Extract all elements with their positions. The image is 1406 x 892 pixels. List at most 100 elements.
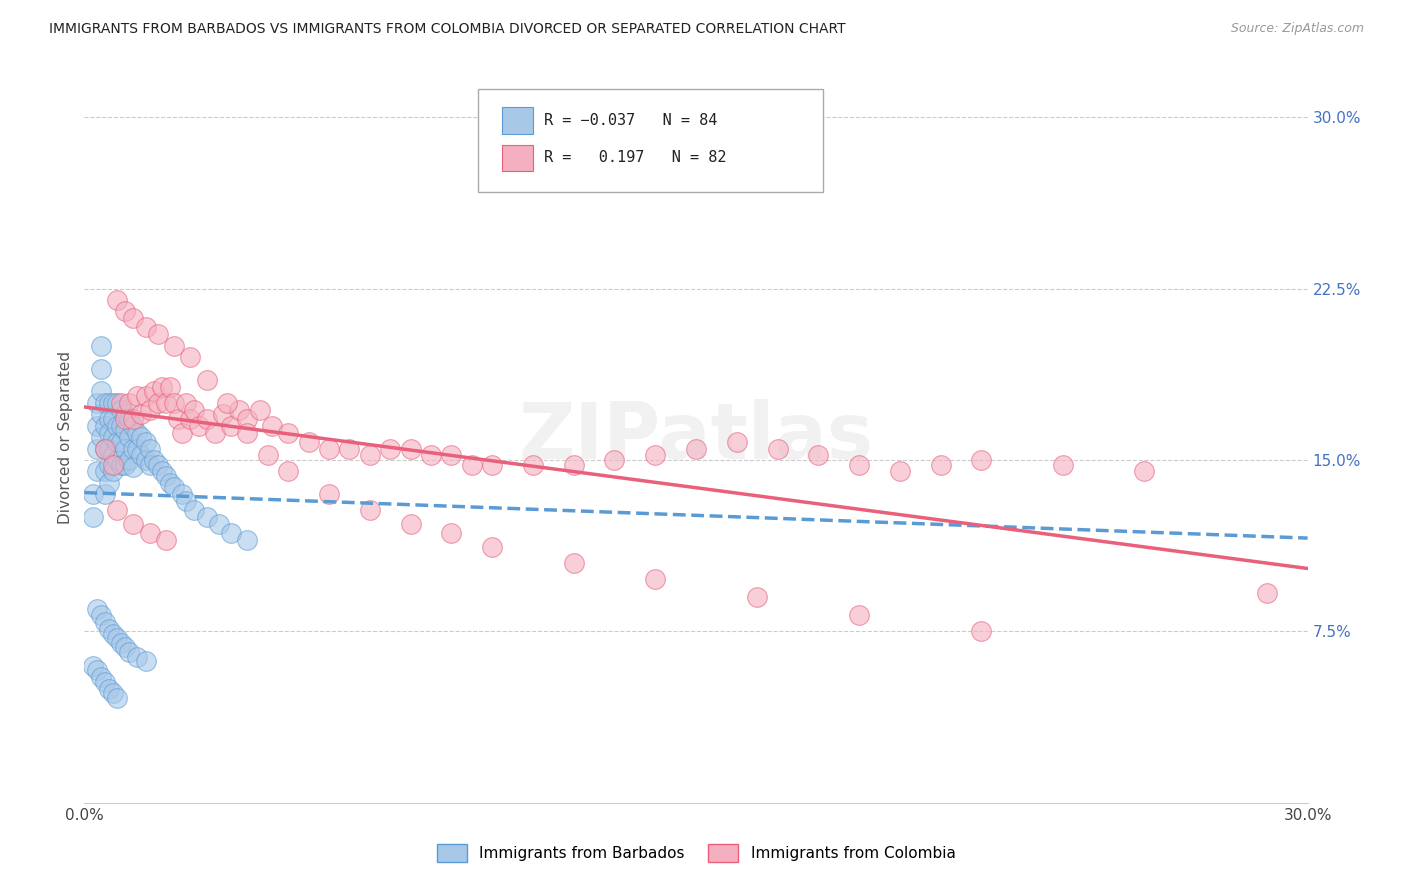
Point bbox=[179, 350, 201, 364]
Point bbox=[114, 304, 136, 318]
Point bbox=[318, 487, 340, 501]
Point bbox=[807, 449, 830, 463]
Point bbox=[118, 453, 141, 467]
Point bbox=[122, 442, 145, 456]
Point bbox=[179, 412, 201, 426]
Point bbox=[138, 442, 160, 456]
Point bbox=[183, 402, 205, 417]
Point bbox=[195, 373, 218, 387]
Point bbox=[228, 402, 250, 417]
Point bbox=[118, 412, 141, 426]
Point bbox=[1133, 464, 1156, 478]
Point bbox=[172, 487, 194, 501]
Point bbox=[82, 658, 104, 673]
Point bbox=[131, 407, 153, 421]
Point bbox=[114, 458, 136, 472]
Point bbox=[122, 412, 145, 426]
Point bbox=[174, 396, 197, 410]
Point bbox=[163, 480, 186, 494]
Point bbox=[174, 494, 197, 508]
Text: Source: ZipAtlas.com: Source: ZipAtlas.com bbox=[1230, 22, 1364, 36]
Point bbox=[93, 418, 115, 433]
Point bbox=[260, 418, 283, 433]
Point bbox=[105, 453, 128, 467]
Point bbox=[135, 654, 157, 668]
Point bbox=[399, 516, 422, 531]
Point bbox=[163, 396, 186, 410]
Point bbox=[101, 430, 124, 444]
Point bbox=[204, 425, 226, 440]
Point bbox=[766, 442, 789, 456]
Y-axis label: Divorced or Separated: Divorced or Separated bbox=[58, 351, 73, 524]
Point bbox=[481, 458, 503, 472]
Point bbox=[114, 412, 136, 426]
Point bbox=[236, 533, 259, 547]
Point bbox=[359, 449, 381, 463]
Point bbox=[150, 464, 173, 478]
Point bbox=[219, 526, 242, 541]
Point bbox=[848, 608, 870, 623]
Point bbox=[122, 311, 145, 326]
Point bbox=[101, 449, 124, 463]
Point bbox=[159, 380, 181, 394]
Point bbox=[110, 402, 132, 417]
Point bbox=[172, 425, 194, 440]
Point bbox=[236, 412, 259, 426]
Point bbox=[159, 475, 181, 490]
Text: R =   0.197   N = 82: R = 0.197 N = 82 bbox=[544, 151, 727, 165]
Point bbox=[150, 380, 173, 394]
Point bbox=[685, 442, 707, 456]
Point bbox=[86, 442, 108, 456]
Point bbox=[93, 487, 115, 501]
Point bbox=[90, 670, 112, 684]
Point bbox=[339, 442, 361, 456]
Point bbox=[93, 615, 115, 630]
Point bbox=[97, 622, 120, 636]
Point bbox=[97, 425, 120, 440]
Point bbox=[399, 442, 422, 456]
Point bbox=[183, 503, 205, 517]
Point bbox=[93, 442, 115, 456]
Text: ZIPatlas: ZIPatlas bbox=[519, 399, 873, 475]
Point bbox=[131, 449, 153, 463]
Point bbox=[155, 396, 177, 410]
Point bbox=[101, 412, 124, 426]
Point bbox=[461, 458, 484, 472]
Point bbox=[135, 434, 157, 449]
Point bbox=[97, 396, 120, 410]
Point bbox=[105, 503, 128, 517]
Point bbox=[90, 384, 112, 399]
Point bbox=[90, 608, 112, 623]
Point bbox=[440, 449, 463, 463]
Point bbox=[86, 464, 108, 478]
Point bbox=[97, 681, 120, 696]
Point bbox=[105, 418, 128, 433]
Point bbox=[135, 389, 157, 403]
Point bbox=[82, 510, 104, 524]
Point bbox=[93, 464, 115, 478]
Point bbox=[90, 430, 112, 444]
Point bbox=[114, 442, 136, 456]
Point bbox=[97, 458, 120, 472]
Point bbox=[644, 449, 666, 463]
Point bbox=[93, 674, 115, 689]
Point bbox=[86, 601, 108, 615]
Point bbox=[105, 632, 128, 646]
Point bbox=[562, 458, 585, 472]
Point bbox=[187, 418, 209, 433]
Point bbox=[101, 464, 124, 478]
Point bbox=[725, 434, 748, 449]
Point bbox=[122, 516, 145, 531]
Point bbox=[644, 572, 666, 586]
Point bbox=[603, 453, 626, 467]
Point bbox=[131, 430, 153, 444]
Point bbox=[277, 464, 299, 478]
Point bbox=[747, 590, 769, 604]
Point bbox=[114, 423, 136, 437]
Point bbox=[118, 430, 141, 444]
Point bbox=[86, 418, 108, 433]
Point bbox=[97, 412, 120, 426]
Point bbox=[110, 458, 132, 472]
Point bbox=[110, 418, 132, 433]
Point bbox=[110, 434, 132, 449]
